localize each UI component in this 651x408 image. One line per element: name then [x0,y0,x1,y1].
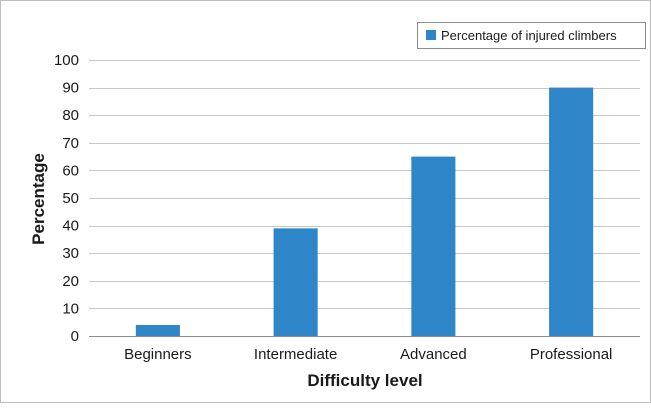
bar-advanced [411,156,456,336]
y-tick-label: 70 [62,135,79,152]
x-axis-tick-labels: Beginners Intermediate Advanced Professiona… [124,346,612,363]
y-tick-label: 0 [71,328,79,345]
x-tick-label: Intermediate [254,346,337,363]
x-axis-title: Difficulty level [307,371,422,390]
legend-box [417,22,646,49]
y-axis-title: Percentage [29,153,48,245]
bar-beginners [135,324,180,336]
y-tick-label: 60 [62,162,79,179]
x-tick-label: Beginners [124,346,192,363]
y-tick-label: 50 [62,190,79,207]
bar-professional [549,87,594,336]
gridlines [89,60,640,309]
y-tick-label: 90 [62,80,79,97]
y-tick-label: 100 [54,52,79,69]
y-tick-label: 20 [62,273,79,290]
legend: Percentage of injured climbers [417,22,646,49]
y-tick-label: 30 [62,245,79,262]
bar-intermediate [273,228,318,336]
legend-label: Percentage of injured climbers [441,28,617,43]
x-tick-label: Advanced [400,346,467,363]
x-tick-label: Professional [530,346,613,363]
y-tick-label: 80 [62,107,79,124]
legend-swatch [426,30,436,40]
y-axis-tick-labels: 0 10 20 30 40 50 60 70 80 90 100 [54,52,79,345]
bars [135,87,594,336]
y-tick-label: 10 [62,300,79,317]
y-tick-label: 40 [62,218,79,235]
